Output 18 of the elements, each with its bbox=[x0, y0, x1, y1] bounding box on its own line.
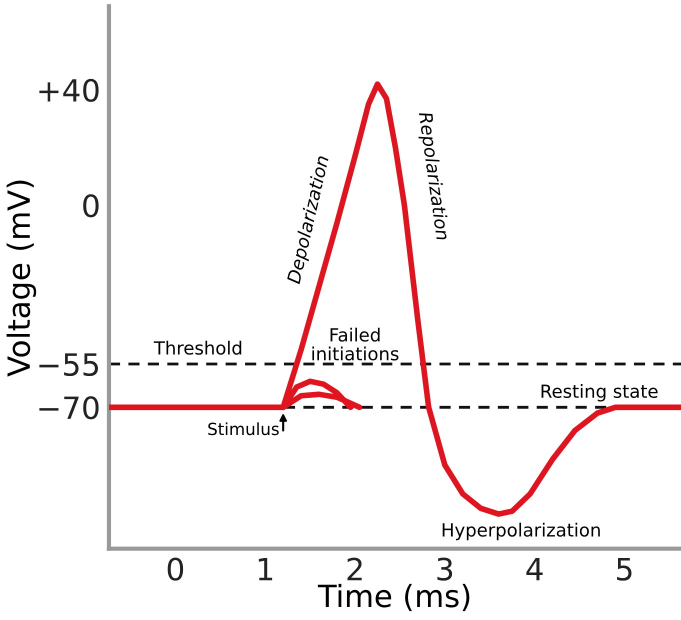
y-tick-label: −70 bbox=[39, 396, 99, 420]
y-axis-title: Voltage (mV) bbox=[6, 180, 36, 377]
annotation: Repolarization bbox=[415, 111, 450, 241]
annotation: Stimulus bbox=[208, 422, 279, 436]
annotation: Hyperpolarization bbox=[442, 522, 600, 540]
x-tick-label: 2 bbox=[348, 558, 362, 580]
y-tick-label: +40 bbox=[39, 78, 99, 102]
x-tick-label: 0 bbox=[168, 558, 184, 581]
x-tick-label: 3 bbox=[437, 558, 452, 581]
ref-line-label: Threshold bbox=[154, 340, 242, 355]
x-tick-label: 4 bbox=[526, 558, 543, 580]
y-tick-label: 0 bbox=[83, 194, 99, 218]
annotation: Failed initiations bbox=[312, 328, 398, 361]
x-axis-title: Time (ms) bbox=[318, 584, 470, 612]
ref-line-label: Resting state bbox=[542, 384, 658, 402]
x-tick-label: 5 bbox=[617, 558, 632, 581]
y-tick-label: −55 bbox=[39, 353, 98, 376]
x-tick-label: 1 bbox=[258, 558, 272, 580]
